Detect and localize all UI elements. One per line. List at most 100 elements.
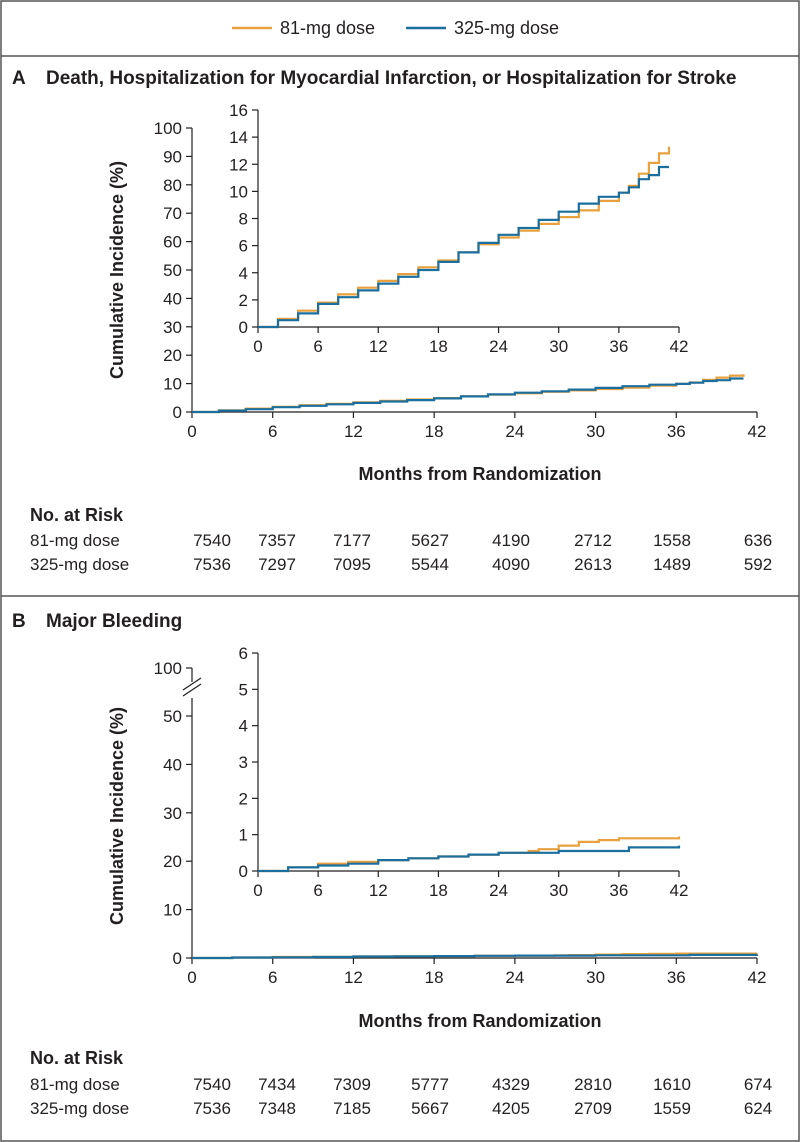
risk-value: 7309 — [333, 1075, 371, 1094]
inset-y-tick-label: 3 — [239, 753, 248, 772]
inset-x-tick-label: 36 — [609, 337, 628, 356]
risk-value: 7434 — [258, 1075, 296, 1094]
inset-x-tick-label: 12 — [369, 881, 388, 900]
inset-x-tick-label: 18 — [429, 881, 448, 900]
x-tick-label: 24 — [505, 968, 524, 987]
inset-x-tick-label: 0 — [253, 337, 262, 356]
risk-value: 7540 — [193, 1075, 231, 1094]
inset-y-tick-label: 8 — [239, 210, 248, 229]
inset-series-line-325mg — [258, 165, 669, 329]
panel-a-ylabel: Cumulative Incidence (%) — [107, 161, 127, 379]
inset-y-tick-label: 0 — [239, 862, 248, 881]
inset-y-tick-label: 2 — [239, 789, 248, 808]
legend: 81-mg dose 325-mg dose — [232, 18, 559, 38]
inset-x-tick-label: 30 — [549, 337, 568, 356]
panel-a-title: Death, Hospitalization for Myocardial In… — [46, 68, 736, 89]
panel-b-risk-label-81mg: 81-mg dose — [30, 1075, 120, 1094]
risk-value: 674 — [744, 1075, 772, 1094]
panel-b-title: Major Bleeding — [46, 611, 182, 632]
inset-y-tick-label: 10 — [229, 182, 248, 201]
inset-y-tick-label: 4 — [239, 264, 248, 283]
axis-break-mark — [182, 677, 202, 691]
risk-value: 5627 — [411, 531, 449, 550]
x-tick-label: 42 — [748, 968, 767, 987]
panel-a-letter: A — [12, 68, 26, 89]
x-tick-label: 6 — [268, 968, 277, 987]
risk-value: 2613 — [574, 555, 612, 574]
inset-y-tick-label: 0 — [239, 318, 248, 337]
risk-value: 4205 — [492, 1099, 530, 1118]
risk-value: 1610 — [653, 1075, 691, 1094]
y-tick-label: 10 — [163, 375, 182, 394]
inset-y-tick-label: 2 — [239, 291, 248, 310]
inset-y-tick-label: 16 — [229, 101, 248, 120]
x-tick-label: 18 — [425, 968, 444, 987]
risk-value: 1559 — [653, 1099, 691, 1118]
panel-a-risk-label-81mg: 81-mg dose — [30, 531, 120, 550]
inset-x-tick-label: 36 — [609, 881, 628, 900]
panel-b-xlabel: Months from Randomization — [359, 1011, 602, 1031]
x-tick-label: 0 — [187, 422, 196, 441]
risk-value: 7185 — [333, 1099, 371, 1118]
y-tick-label: 30 — [163, 804, 182, 823]
risk-value: 7536 — [193, 555, 231, 574]
inset-x-tick-label: 30 — [549, 881, 568, 900]
x-tick-label: 30 — [586, 968, 605, 987]
y-tick-label: 100 — [154, 659, 182, 678]
inset-series-line-325mg — [258, 845, 681, 873]
panel-b-letter: B — [12, 611, 26, 632]
risk-value: 1558 — [653, 531, 691, 550]
main-series-line-325mg — [192, 953, 759, 960]
inset-x-tick-label: 0 — [253, 881, 262, 900]
x-tick-label: 18 — [425, 422, 444, 441]
y-tick-label: 30 — [163, 318, 182, 337]
x-tick-label: 36 — [667, 422, 686, 441]
y-tick-label: 0 — [173, 403, 182, 422]
inset-y-tick-label: 6 — [239, 644, 248, 663]
inset-y-tick-label: 1 — [239, 826, 248, 845]
x-tick-label: 30 — [586, 422, 605, 441]
inset-x-tick-label: 6 — [313, 337, 322, 356]
y-tick-label: 40 — [163, 289, 182, 308]
risk-value: 636 — [744, 531, 772, 550]
y-tick-label: 60 — [163, 233, 182, 252]
inset-background — [218, 100, 694, 355]
x-tick-label: 6 — [268, 422, 277, 441]
risk-value: 592 — [744, 555, 772, 574]
y-tick-label: 100 — [154, 119, 182, 138]
inset-y-tick-label: 4 — [239, 717, 248, 736]
legend-label-81mg: 81-mg dose — [280, 18, 375, 38]
panel-b-risk-header: No. at Risk — [30, 1048, 124, 1068]
panel-a-risk-header: No. at Risk — [30, 505, 124, 525]
risk-value: 2709 — [574, 1099, 612, 1118]
risk-value: 1489 — [653, 555, 691, 574]
y-tick-label: 10 — [163, 901, 182, 920]
risk-value: 624 — [744, 1099, 772, 1118]
risk-value: 5777 — [411, 1075, 449, 1094]
risk-value: 7095 — [333, 555, 371, 574]
y-tick-label: 50 — [163, 707, 182, 726]
legend-label-325mg: 325-mg dose — [454, 18, 559, 38]
y-tick-label: 40 — [163, 755, 182, 774]
risk-value: 7177 — [333, 531, 371, 550]
inset-y-tick-label: 6 — [239, 237, 248, 256]
x-tick-label: 12 — [344, 968, 363, 987]
inset-x-tick-label: 24 — [489, 337, 508, 356]
risk-value: 4190 — [492, 531, 530, 550]
risk-value: 7536 — [193, 1099, 231, 1118]
risk-value: 5544 — [411, 555, 449, 574]
y-tick-label: 0 — [173, 949, 182, 968]
y-tick-label: 50 — [163, 261, 182, 280]
inset-x-tick-label: 6 — [313, 881, 322, 900]
x-tick-label: 42 — [748, 422, 767, 441]
panel-a-xlabel: Months from Randomization — [359, 464, 602, 484]
panel-a-risk-label-325mg: 325-mg dose — [30, 555, 129, 574]
inset-x-tick-label: 42 — [670, 881, 689, 900]
